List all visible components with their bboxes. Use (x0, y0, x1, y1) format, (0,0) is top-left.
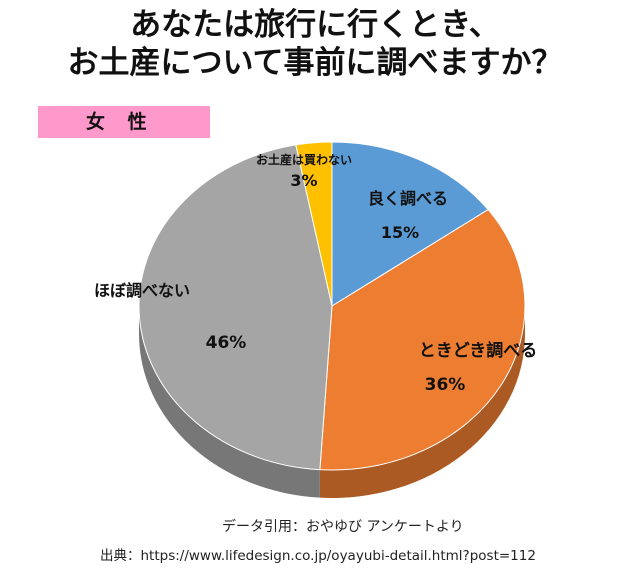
slice-label-1: ときどき調べる (419, 340, 538, 361)
data-source-note: データ引用：おやゆび アンケートより (222, 519, 464, 535)
pie-labels: 良く調べる 15% ときどき調べる 36% ほぼ調べない 46% お土産は買わない 3% (94, 152, 537, 395)
source-credit: 出典：https://www.lifedesign.co.jp/oyayubi-… (100, 548, 536, 564)
segment-badge: 女 性 (38, 106, 210, 138)
slice-value-0: 15% (381, 223, 419, 242)
slice-value-2: 46% (206, 333, 247, 353)
pie-slice-2 (138, 144, 333, 471)
slice-value-3: 3% (290, 171, 317, 190)
pie-slice-0 (331, 141, 489, 307)
chart-title-line-2: お土産について事前に調べますか？ (67, 45, 563, 81)
slice-label-2: ほぼ調べない (94, 281, 190, 300)
pie-tops (138, 141, 526, 471)
slice-label-3: お土産は買わない (256, 152, 352, 167)
pie-side-1 (319, 306, 525, 499)
pie-slice-3 (295, 141, 333, 307)
chart-title: あなたは旅行に行くとき、 お土産について事前に調べますか？ (0, 6, 630, 82)
chart-title-line-1: あなたは旅行に行くとき、 (130, 7, 500, 43)
slice-value-1: 36% (425, 375, 466, 395)
slice-label-0: 良く調べる (368, 189, 448, 208)
pie-slice-1 (319, 208, 526, 471)
